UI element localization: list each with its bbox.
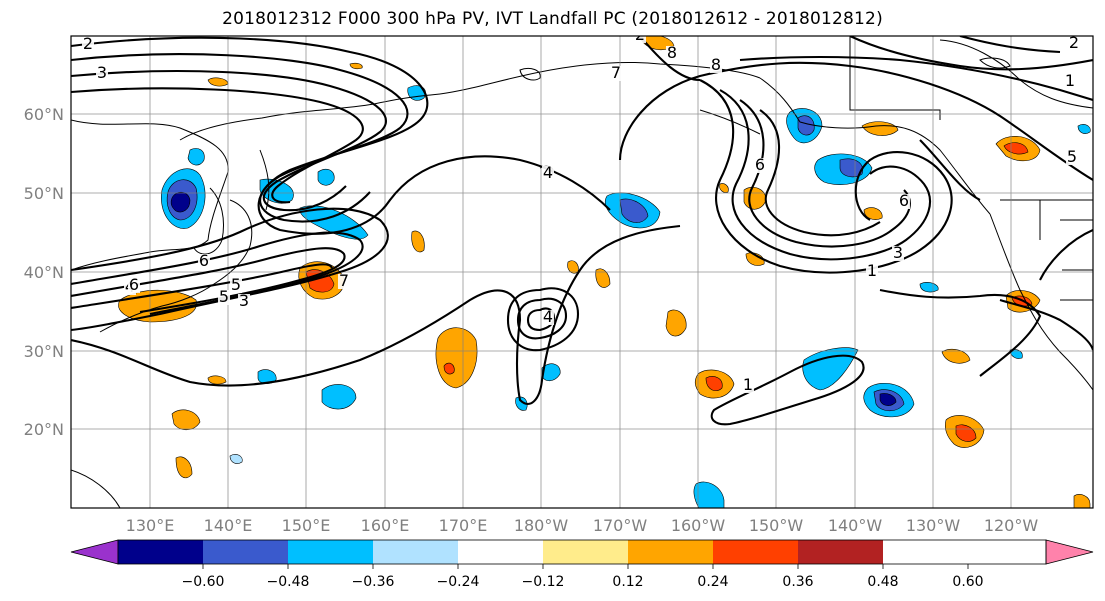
contour-label: 2	[1069, 33, 1079, 52]
colorbar-segment	[543, 540, 628, 564]
contour-label: 1	[867, 261, 877, 280]
colorbar-segment	[288, 540, 373, 564]
lon-label: 120°W	[984, 516, 1039, 535]
map-plot-area: 23845621764536711246358	[70, 25, 1094, 509]
lon-label: 140°E	[204, 516, 253, 535]
contour-labels: 23845621764536711246358	[82, 25, 1080, 394]
contour-label: 6	[129, 275, 139, 294]
contour-label: 5	[231, 275, 241, 294]
map-title: 2018012312 F000 300 hPa PV, IVT Landfall…	[222, 9, 883, 29]
colorbar-right-extension	[1045, 539, 1094, 565]
colorbar-tick: 0.48	[867, 574, 898, 590]
contour-label: 8	[711, 55, 721, 74]
contour-label-bg	[892, 246, 904, 261]
contour-label: 6	[899, 191, 909, 210]
contour-label: 1	[743, 375, 753, 394]
colorbar-segment	[798, 540, 883, 564]
contour-label-bg	[742, 378, 754, 393]
lon-label: 170°W	[593, 516, 648, 535]
contour-label-bg	[338, 274, 350, 289]
contour-label-bg	[198, 254, 210, 269]
contour-label-bg	[1068, 36, 1080, 51]
contour-label-bg	[542, 310, 554, 325]
contour-label-bg	[218, 290, 230, 305]
colorbar-tick: −0.24	[437, 574, 480, 590]
colorbar: −0.60 −0.48 −0.36 −0.24 −0.12 0.12 0.24 …	[70, 539, 1094, 590]
lon-label: 130°E	[126, 516, 175, 535]
contour-label: 7	[339, 271, 349, 290]
lon-label: 180°W	[514, 516, 569, 535]
contour-label-bg	[866, 264, 878, 279]
lat-label: 30°N	[24, 342, 64, 361]
contour-label-bg	[610, 66, 622, 81]
contour-label-bg	[230, 278, 242, 293]
contour-label: 6	[755, 155, 765, 174]
lat-label: 20°N	[24, 420, 64, 439]
lon-label: 150°W	[749, 516, 804, 535]
colorbar-tick: 0.36	[782, 574, 813, 590]
contour-label: 3	[239, 291, 249, 310]
contour-label-bg	[1064, 74, 1076, 89]
contour-label: 1	[1065, 71, 1075, 90]
contour-label-bg	[238, 294, 250, 309]
longitude-labels: 130°E 140°E 150°E 160°E 170°E 180°W 170°…	[126, 516, 1039, 535]
lon-label: 140°W	[828, 516, 883, 535]
colorbar-tick: −0.60	[182, 574, 225, 590]
contour-label-bg	[128, 278, 140, 293]
colorbar-segment	[458, 540, 543, 564]
colorbar-tick: 0.60	[952, 574, 983, 590]
contour-label-bg	[634, 36, 646, 43]
colorbar-left-extension	[70, 539, 119, 565]
colorbar-tick: 0.24	[697, 574, 728, 590]
colorbar-segment	[713, 540, 798, 564]
colorbar-segment	[118, 540, 203, 564]
colorbar-tick: −0.36	[352, 574, 395, 590]
contour-label-bg	[710, 58, 722, 73]
contour-label-bg	[82, 37, 94, 52]
contour-label: 8	[667, 43, 677, 62]
ivt-contours	[71, 36, 1093, 426]
lon-label: 170°E	[439, 516, 488, 535]
latitude-labels: 60°N 50°N 40°N 30°N 20°N	[24, 105, 64, 439]
lat-label: 60°N	[24, 105, 64, 124]
map-frame	[70, 35, 1094, 509]
contour-label-bg	[1066, 150, 1078, 165]
contour-label: 4	[543, 163, 553, 182]
contour-label-bg	[542, 166, 554, 181]
contour-label-bg	[96, 66, 108, 81]
contour-label-bg	[754, 158, 766, 173]
contour-label: 3	[97, 63, 107, 82]
lon-label: 160°E	[361, 516, 410, 535]
colorbar-tick: −0.48	[267, 574, 310, 590]
lat-label: 40°N	[24, 263, 64, 282]
contour-label: 7	[611, 63, 621, 82]
contour-label: 2	[635, 25, 645, 44]
contour-label-bg	[666, 46, 678, 61]
contour-label: 4	[543, 307, 553, 326]
contour-label: 3	[893, 243, 903, 262]
lon-label: 160°W	[671, 516, 726, 535]
colorbar-segment	[628, 540, 713, 564]
contour-label: 2	[83, 34, 93, 53]
contour-label: 5	[1067, 147, 1077, 166]
colorbar-segment	[373, 540, 458, 564]
colorbar-tick: 0.12	[612, 574, 643, 590]
contour-label-bg	[898, 194, 910, 209]
colorbar-segment	[203, 540, 288, 564]
contour-label: 6	[199, 251, 209, 270]
lat-label: 50°N	[24, 184, 64, 203]
lon-label: 150°E	[282, 516, 331, 535]
lon-label: 130°W	[906, 516, 961, 535]
contour-label: 5	[219, 287, 229, 306]
colorbar-tick: −0.12	[522, 574, 565, 590]
